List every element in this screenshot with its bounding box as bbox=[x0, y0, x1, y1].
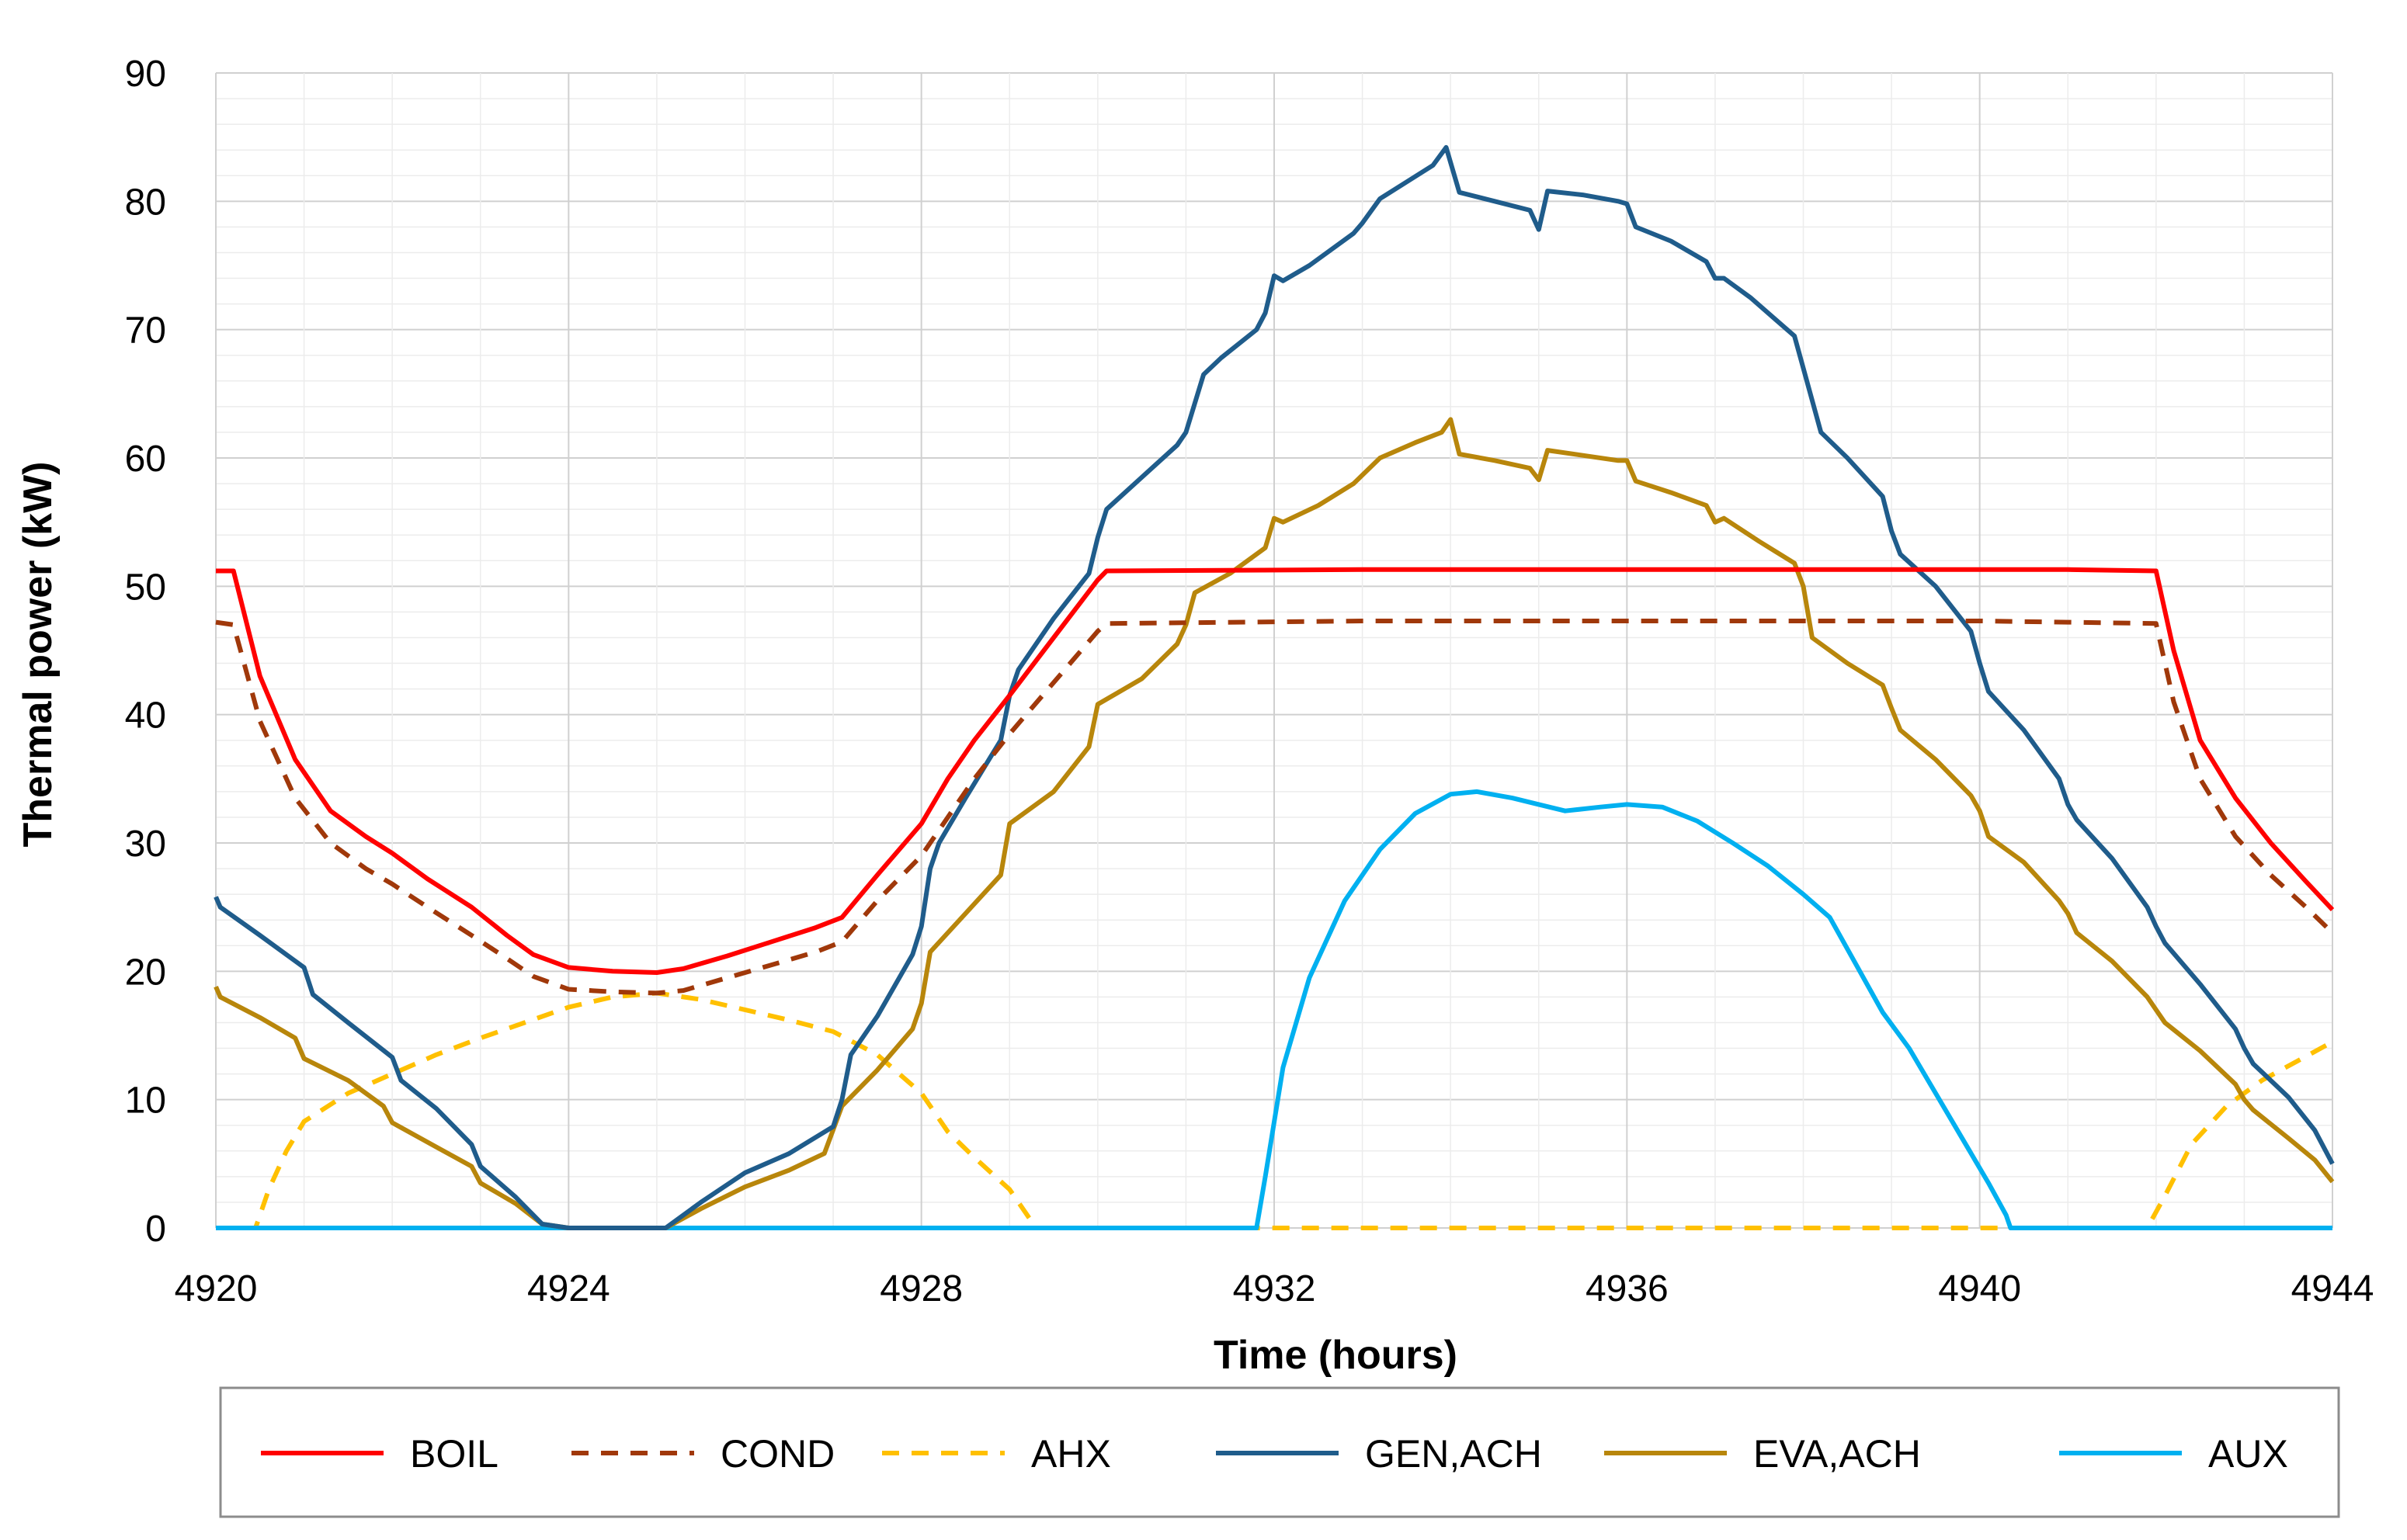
y-tick-label: 10 bbox=[125, 1080, 166, 1122]
series-line-boil bbox=[216, 567, 2335, 975]
x-tick-label: 4928 bbox=[880, 1268, 963, 1309]
y-tick-label: 0 bbox=[145, 1209, 166, 1250]
series-line-cond bbox=[215, 619, 2335, 996]
y-tick-label: 80 bbox=[125, 182, 166, 223]
legend-item-cond: COND bbox=[571, 1432, 835, 1476]
x-tick-label: 4920 bbox=[175, 1268, 258, 1309]
x-tick-label: 4932 bbox=[1233, 1268, 1316, 1309]
x-tick-label: 4940 bbox=[1938, 1268, 2021, 1309]
x-tick-label: 4944 bbox=[2291, 1268, 2374, 1309]
legend-item-aux: AUX bbox=[2059, 1432, 2288, 1476]
y-tick-label: 20 bbox=[125, 952, 166, 993]
x-axis-title: Time (hours) bbox=[1214, 1333, 1457, 1378]
series-line-aux bbox=[216, 789, 2332, 1230]
legend-item-gen-ach: GEN,ACH bbox=[1216, 1432, 1542, 1476]
series-line-gen-ach bbox=[214, 144, 2335, 1230]
y-tick-label: 30 bbox=[125, 824, 166, 865]
y-tick-label: 40 bbox=[125, 695, 166, 737]
y-tick-label: 90 bbox=[125, 54, 166, 95]
legend-label: EVA,ACH bbox=[1753, 1432, 1921, 1476]
legend-label: GEN,ACH bbox=[1365, 1432, 1542, 1476]
x-tick-label: 4924 bbox=[527, 1268, 610, 1309]
y-tick-label: 50 bbox=[125, 567, 166, 608]
y-axis-title: Thermal power (kW) bbox=[16, 462, 61, 848]
series-line-ahx bbox=[216, 990, 2334, 1230]
tick-labels: 0 10 20 30 40 50 60 70 80 90 4920 4924 4928 4932 4936 4… bbox=[125, 54, 2374, 1309]
legend-label: COND bbox=[721, 1432, 835, 1476]
legend-item-eva-ach: EVA,ACH bbox=[1604, 1432, 1921, 1476]
series-layer bbox=[214, 144, 2335, 1230]
x-tick-label: 4936 bbox=[1586, 1268, 1669, 1309]
legend: BOIL COND AHX GEN,ACH EVA,ACH AUX bbox=[261, 1432, 2288, 1476]
legend-item-boil: BOIL bbox=[261, 1432, 498, 1476]
y-tick-label: 70 bbox=[125, 310, 166, 352]
legend-label: AHX bbox=[1031, 1432, 1111, 1476]
legend-label: BOIL bbox=[410, 1432, 498, 1476]
legend-item-ahx: AHX bbox=[882, 1432, 1111, 1476]
y-tick-label: 60 bbox=[125, 439, 166, 480]
legend-label: AUX bbox=[2208, 1432, 2288, 1476]
